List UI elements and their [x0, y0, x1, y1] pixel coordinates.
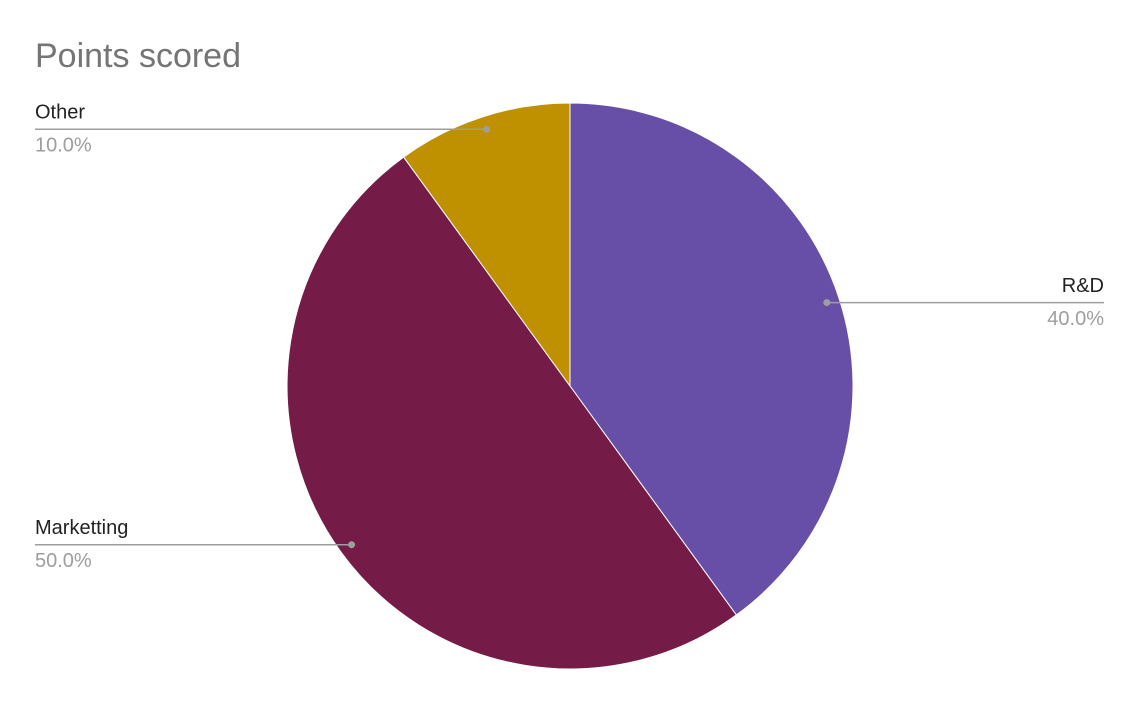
leader-dot: [823, 299, 831, 307]
pie-slice: [286, 156, 738, 670]
chart-title: Points scored: [35, 37, 241, 75]
slice-label: R&D: [1062, 275, 1104, 297]
pie-slice: [402, 102, 571, 388]
slice-value-label: 40.0%: [1047, 308, 1104, 330]
leader-dot: [348, 541, 356, 549]
slice-value-label: 10.0%: [35, 134, 92, 156]
slice-label: Other: [35, 101, 85, 123]
slice-value-label: 50.0%: [35, 550, 92, 572]
slice-label: Marketting: [35, 517, 128, 539]
leader-dot: [483, 125, 491, 133]
pie-slice: [569, 102, 854, 616]
